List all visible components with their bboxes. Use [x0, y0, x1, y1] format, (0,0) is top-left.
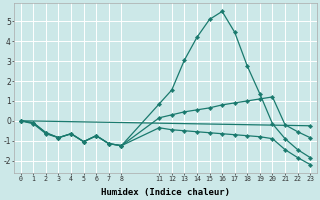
- X-axis label: Humidex (Indice chaleur): Humidex (Indice chaleur): [101, 188, 230, 197]
